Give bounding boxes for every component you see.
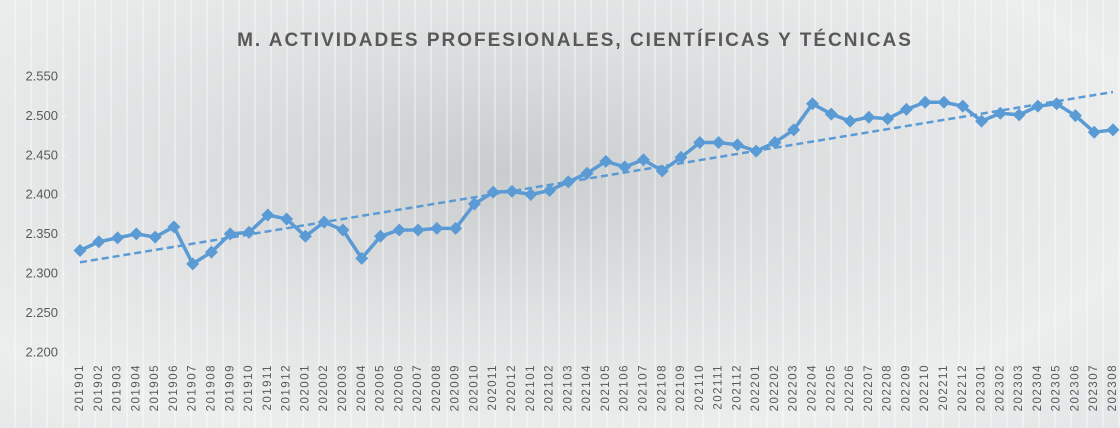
x-tick-label: 201909 [224,364,236,411]
x-tick-label: 202111 [713,364,725,410]
data-marker [937,96,950,109]
data-marker [505,185,518,198]
y-tick-label: 2.300 [25,266,58,281]
data-marker [881,112,894,125]
x-tick-label: 202102 [544,364,556,411]
x-tick-label: 202303 [1013,364,1025,411]
x-tick-label: 202006 [393,364,405,411]
x-tick-label: 202204 [807,364,819,411]
x-tick-label: 202207 [863,364,875,411]
x-tick-label: 201912 [281,364,293,411]
data-marker [900,103,913,116]
data-marker [1031,100,1044,113]
x-tick-label: 202107 [637,364,649,411]
x-tick-label: 201906 [168,364,180,411]
x-tick-label: 202301 [976,364,988,411]
x-tick-label: 202003 [337,364,349,411]
chart-title: M. ACTIVIDADES PROFESIONALES, CIENTÍFICA… [237,29,913,51]
data-marker [111,231,124,244]
data-marker [74,244,87,257]
data-marker [92,235,105,248]
x-tick-label: 201910 [243,364,255,411]
x-tick-label: 202001 [299,364,311,411]
x-tick-label: 202307 [1088,364,1100,411]
x-tick-label: 202004 [356,364,368,411]
trend-line [80,92,1113,262]
data-marker [1107,123,1120,136]
x-tick-label: 202101 [525,364,537,411]
data-marker [562,175,575,188]
x-tick-label: 202305 [1051,364,1063,411]
x-tick-label: 202212 [957,364,969,411]
data-marker [844,115,857,128]
data-marker [393,223,406,236]
x-tick-label: 202211 [938,364,950,411]
x-tick-label: 202209 [900,364,912,411]
data-marker [430,222,443,235]
x-tick-label: 202202 [769,364,781,411]
x-tick-label: 202012 [506,364,518,411]
x-tick-label: 202002 [318,364,330,411]
data-marker [750,145,763,158]
x-tick-label: 201908 [206,364,218,411]
data-marker [731,138,744,151]
x-tick-label: 202011 [487,364,499,411]
x-tick-label: 201905 [149,364,161,411]
chart: M. ACTIVIDADES PROFESIONALES, CIENTÍFICA… [0,0,1120,428]
x-tick-label: 201903 [112,364,124,411]
x-tick-label: 202210 [919,364,931,411]
data-line [80,102,1113,264]
y-tick-label: 2.350 [25,226,58,241]
data-marker [1013,108,1026,121]
x-tick-label: 202203 [788,364,800,411]
data-marker [543,184,556,197]
y-tick-label: 2.200 [25,344,58,359]
x-tick-label: 201904 [130,364,142,411]
x-tick-label: 202010 [468,364,480,411]
x-tick-label: 202108 [656,364,668,411]
x-tick-label: 202112 [731,364,743,411]
y-tick-label: 2.250 [25,305,58,320]
y-tick-label: 2.400 [25,187,58,202]
x-tick-label: 202005 [375,364,387,411]
x-tick-label: 201901 [74,364,86,411]
x-tick-label: 202105 [600,364,612,411]
y-tick-label: 2.450 [25,147,58,162]
data-marker [130,227,143,240]
x-tick-label: 202109 [675,364,687,411]
x-tick-label: 202110 [694,364,706,411]
data-marker [919,96,932,109]
x-tick-label: 202106 [619,364,631,411]
page: M. ACTIVIDADES PROFESIONALES, CIENTÍFICA… [0,0,1120,428]
data-marker [149,231,162,244]
x-tick-label: 202308 [1107,364,1119,411]
y-tick-label: 2.500 [25,108,58,123]
x-tick-label: 202306 [1069,364,1081,411]
x-tick-label: 202009 [450,364,462,411]
data-marker [412,223,425,236]
data-marker [167,220,180,233]
x-tick-label: 202008 [431,364,443,411]
x-tick-label: 202103 [562,364,574,411]
data-marker [862,111,875,124]
data-marker [712,136,725,149]
x-tick-label: 202302 [994,364,1006,411]
x-tick-label: 202208 [882,364,894,411]
x-tick-label: 201902 [93,364,105,411]
x-tick-label: 202201 [750,364,762,411]
x-tick-label: 201911 [262,364,274,411]
x-tick-label: 202007 [412,364,424,411]
x-tick-label: 202304 [1032,364,1044,411]
y-tick-label: 2.550 [25,68,58,83]
x-tick-label: 201907 [187,364,199,411]
x-tick-label: 202205 [825,364,837,411]
x-tick-label: 202206 [844,364,856,411]
data-marker [825,108,838,121]
x-tick-label: 202104 [581,364,593,411]
